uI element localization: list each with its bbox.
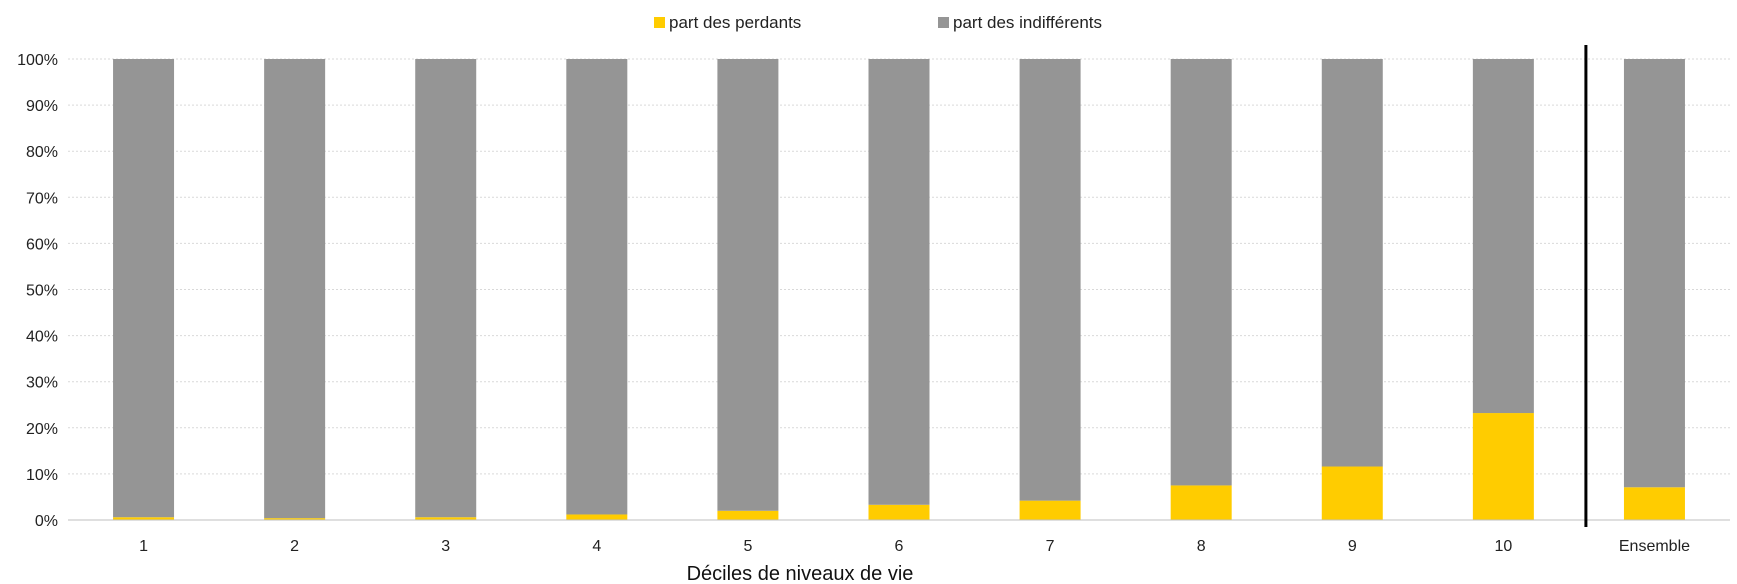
gridlines xyxy=(68,58,1730,475)
legend-swatch xyxy=(938,17,949,28)
y-tick-label: 90% xyxy=(26,98,58,115)
bar-segment-perdants xyxy=(868,504,930,520)
y-tick-label: 60% xyxy=(26,236,58,253)
x-tick-label: 9 xyxy=(1348,538,1357,555)
bars xyxy=(113,59,1685,520)
bar-segment-perdants xyxy=(1321,466,1383,520)
legend-label: part des perdants xyxy=(669,13,801,32)
bar-segment-perdants xyxy=(1170,485,1232,520)
x-tick-label: 1 xyxy=(139,538,148,555)
bar-segment-perdants xyxy=(1623,487,1685,520)
legend: part des perdants part des indifférents xyxy=(654,13,1102,32)
legend-swatch xyxy=(654,17,665,28)
bar-segment-indifferents xyxy=(1623,59,1685,488)
x-tick-label: Ensemble xyxy=(1619,538,1690,555)
x-axis-ticks: 1 2 3 4 5 6 7 8 9 10 Ensemble xyxy=(139,538,1690,555)
bar-segment-indifferents xyxy=(264,59,326,519)
x-tick-label: 3 xyxy=(441,538,450,555)
y-tick-label: 20% xyxy=(26,421,58,438)
x-axis-title: Déciles de niveaux de vie xyxy=(687,563,914,584)
bar-segment-indifferents xyxy=(868,59,930,505)
bar-segment-indifferents xyxy=(415,59,477,518)
y-tick-label: 100% xyxy=(17,52,58,69)
y-axis-ticks: 0% 10% 20% 30% 40% 50% 60% 70% 80% 90% 100% xyxy=(17,52,58,530)
x-tick-label: 5 xyxy=(743,538,752,555)
bar-segment-indifferents xyxy=(717,59,779,511)
bar-segment-perdants xyxy=(1019,500,1081,520)
y-tick-label: 50% xyxy=(26,283,58,300)
bar-segment-indifferents xyxy=(566,59,628,515)
bar-segment-perdants xyxy=(113,517,175,520)
y-tick-label: 30% xyxy=(26,375,58,392)
bar-segment-perdants xyxy=(717,510,779,520)
x-tick-label: 10 xyxy=(1494,538,1512,555)
x-tick-label: 2 xyxy=(290,538,299,555)
x-tick-label: 6 xyxy=(895,538,904,555)
y-tick-label: 40% xyxy=(26,329,58,346)
bar-segment-perdants xyxy=(264,518,326,520)
x-tick-label: 8 xyxy=(1197,538,1206,555)
bar-segment-indifferents xyxy=(1472,59,1534,414)
y-tick-label: 80% xyxy=(26,144,58,161)
bar-segment-perdants xyxy=(415,517,477,520)
legend-label: part des indifférents xyxy=(953,13,1102,32)
bar-segment-indifferents xyxy=(1321,59,1383,467)
x-tick-label: 7 xyxy=(1046,538,1055,555)
bar-segment-perdants xyxy=(566,514,628,520)
bar-segment-indifferents xyxy=(113,59,175,518)
x-tick-label: 4 xyxy=(592,538,601,555)
bar-segment-perdants xyxy=(1472,413,1534,520)
y-tick-label: 70% xyxy=(26,190,58,207)
bar-segment-indifferents xyxy=(1170,59,1232,486)
y-tick-label: 10% xyxy=(26,467,58,484)
bar-segment-indifferents xyxy=(1019,59,1081,501)
y-tick-label: 0% xyxy=(35,513,58,530)
